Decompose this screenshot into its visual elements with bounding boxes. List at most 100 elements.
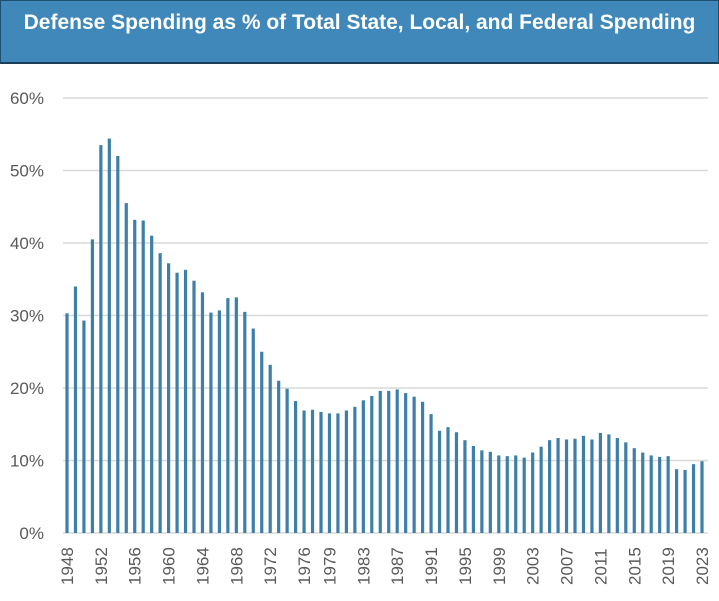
- bar-2016: [641, 452, 645, 533]
- bar-2018: [658, 456, 662, 533]
- bar-1996: [471, 446, 475, 533]
- bar-2006: [556, 438, 560, 533]
- bar-1999: [497, 455, 501, 533]
- y-tick-label: 10%: [10, 452, 44, 471]
- x-tick-label: 1979: [320, 547, 339, 585]
- bar-1959: [158, 253, 162, 533]
- bar-1979: [327, 413, 332, 533]
- x-tick-label: 2003: [524, 547, 543, 585]
- bar-1985: [378, 390, 382, 533]
- x-tick-label: 1968: [227, 547, 246, 585]
- bar-1995: [463, 440, 467, 533]
- bar-1960: [167, 263, 171, 533]
- bar-2009: [581, 435, 586, 533]
- bar-1953: [107, 138, 111, 533]
- bar-1982: [353, 406, 357, 533]
- x-tick-label: 1956: [126, 547, 145, 585]
- bar-2017: [649, 455, 653, 533]
- x-tick-label: 1972: [261, 547, 280, 585]
- bar-2002: [522, 457, 526, 533]
- bar-2008: [573, 438, 577, 533]
- x-tick-label: 2011: [591, 548, 610, 585]
- bar-2019: [666, 456, 670, 533]
- bar-1954: [116, 156, 120, 533]
- bar-1968: [234, 297, 238, 533]
- bar-1984: [370, 395, 374, 533]
- bar-1963: [192, 280, 196, 533]
- bar-1998: [488, 451, 492, 533]
- bar-1964: [200, 292, 205, 533]
- bar-2013: [615, 438, 619, 533]
- x-tick-label: 1991: [422, 547, 441, 585]
- bar-1949: [73, 286, 78, 533]
- y-tick-label: 60%: [10, 89, 44, 108]
- chart-title-bar: Defense Spending as % of Total State, Lo…: [0, 0, 719, 64]
- bar-1967: [226, 298, 230, 533]
- bar-1958: [150, 235, 154, 533]
- bar-1965: [209, 312, 213, 533]
- bar-1990: [421, 401, 425, 533]
- bar-1974: [285, 388, 289, 533]
- bar-1988: [404, 393, 408, 533]
- bar-2000: [505, 456, 509, 533]
- x-tick-label: 2019: [659, 547, 678, 585]
- bars: [65, 138, 704, 534]
- y-tick-label: 30%: [10, 307, 44, 326]
- bar-1977: [310, 409, 315, 533]
- chart-title: Defense Spending as % of Total State, Lo…: [23, 10, 696, 34]
- bar-1971: [260, 351, 264, 533]
- bar-1956: [133, 219, 137, 534]
- bar-1951: [90, 239, 94, 533]
- bar-1970: [251, 328, 255, 533]
- bar-2022: [691, 464, 696, 533]
- x-tick-label: 1976: [295, 547, 314, 585]
- bar-2007: [564, 439, 569, 533]
- bar-1969: [243, 311, 247, 533]
- x-tick-label: 1995: [456, 547, 475, 585]
- x-tick-label: 1948: [58, 547, 77, 585]
- x-tick-label: 1964: [193, 547, 212, 585]
- bar-1976: [302, 410, 306, 533]
- bar-1980: [336, 413, 340, 533]
- x-tick-label: 2007: [558, 547, 577, 585]
- x-tick-label: 1960: [160, 547, 179, 585]
- bar-1991: [429, 414, 433, 533]
- bar-2012: [607, 434, 611, 533]
- bar-1993: [446, 427, 450, 533]
- bar-1948: [65, 313, 69, 533]
- bar-1987: [395, 389, 399, 533]
- x-tick-label: 1999: [490, 547, 509, 585]
- bar-1966: [217, 310, 221, 533]
- bar-2020: [675, 469, 679, 533]
- x-tick-label: 1952: [92, 547, 111, 585]
- bar-2011: [598, 432, 602, 533]
- y-tick-label: 40%: [10, 234, 44, 253]
- bar-2005: [548, 440, 552, 533]
- bar-2023: [700, 461, 704, 533]
- bar-2004: [539, 446, 543, 533]
- x-tick-label: 1983: [354, 547, 373, 585]
- bar-1983: [361, 400, 365, 533]
- bar-1957: [141, 220, 145, 533]
- gridlines: [63, 97, 708, 534]
- bar-1962: [183, 269, 188, 533]
- bar-1981: [344, 410, 348, 533]
- bar-2003: [531, 452, 535, 533]
- y-tick-label: 0%: [19, 524, 44, 543]
- bar-1978: [319, 411, 323, 533]
- y-tick-label: 50%: [10, 162, 44, 181]
- bar-2001: [514, 455, 518, 533]
- bar-1989: [412, 396, 416, 533]
- x-tick-label: 1987: [388, 547, 407, 585]
- bar-2015: [632, 448, 636, 533]
- y-axis-ticks: 0% 10% 20% 30% 40% 50% 60%: [10, 89, 44, 543]
- bar-1972: [268, 364, 272, 533]
- bar-2014: [624, 442, 628, 533]
- bar-1975: [294, 401, 298, 533]
- bar-1952: [99, 145, 103, 533]
- x-tick-label: 2015: [625, 547, 644, 585]
- bar-1961: [175, 272, 179, 533]
- bar-1994: [454, 432, 459, 533]
- bar-1973: [277, 380, 281, 533]
